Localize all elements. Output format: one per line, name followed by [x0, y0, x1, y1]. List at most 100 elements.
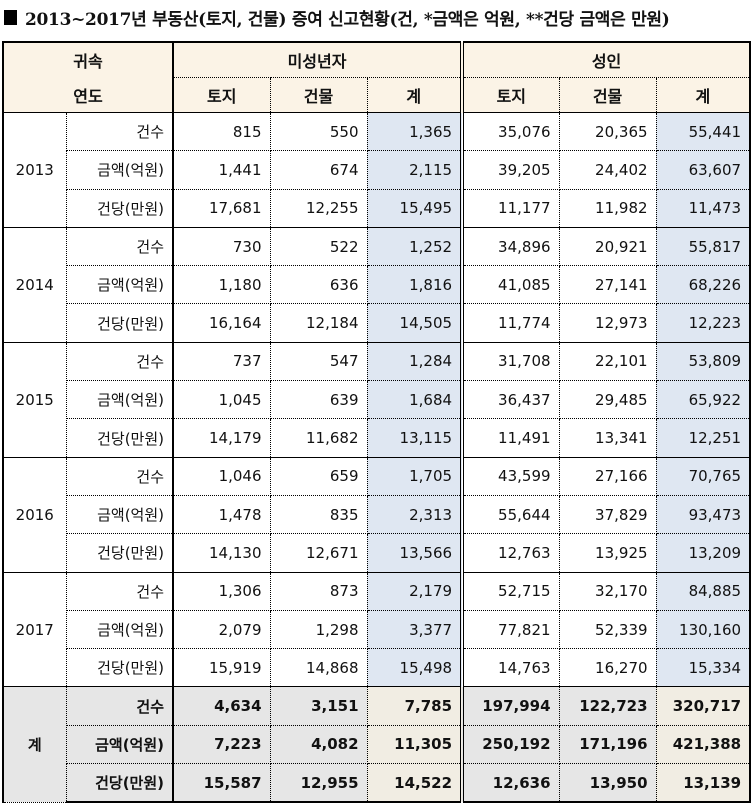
value-cell: 84,885 — [655, 571, 752, 611]
value-cell: 14,130 — [172, 533, 271, 573]
value-cell: 639 — [269, 380, 368, 420]
value-cell: 12,223 — [655, 303, 752, 343]
col-header-adult-sum: 계 — [655, 77, 752, 113]
value-cell: 15,919 — [172, 648, 271, 688]
value-cell: 13,115 — [366, 418, 463, 458]
value-cell: 171,196 — [558, 724, 657, 765]
value-cell: 15,495 — [366, 188, 463, 228]
header-row-1: 귀속 미성년자 성인 — [1, 41, 752, 78]
value-cell: 27,166 — [558, 456, 657, 496]
value-cell: 4,082 — [269, 724, 368, 765]
row-label: 건당(만원) — [65, 648, 174, 688]
row-label: 금액(억원) — [65, 724, 174, 765]
table-row: 금액(억원) 2,079 1,298 3,377 77,821 52,339 130,160 — [3, 609, 752, 650]
value-cell: 16,270 — [558, 648, 657, 688]
value-cell: 2,179 — [366, 571, 463, 611]
value-cell: 2,313 — [366, 494, 463, 535]
value-cell: 250,192 — [460, 724, 560, 765]
row-label: 건당(만원) — [65, 418, 174, 458]
value-cell: 3,377 — [366, 609, 463, 650]
square-bullet-icon — [4, 9, 17, 25]
value-cell: 12,955 — [269, 763, 368, 804]
value-cell: 68,226 — [655, 265, 752, 305]
total-label: 계 — [2, 686, 67, 803]
value-cell: 55,441 — [655, 111, 752, 152]
table-row: 건당(만원) 16,164 12,184 14,505 11,774 12,973 12,2… — [3, 303, 752, 343]
value-cell: 873 — [269, 571, 368, 611]
adult-group-header: 성인 — [460, 41, 752, 78]
value-cell: 12,636 — [460, 763, 560, 804]
value-cell: 22,101 — [558, 341, 657, 382]
row-label-part: 금액(억원) — [97, 391, 165, 410]
table-row: 건당(만원) 17,681 12,255 15,495 11,177 11,982 11,4… — [3, 188, 752, 228]
table-row: 2017 건수 1,306 873 2,179 52,715 32,170 84,885 — [2, 571, 752, 688]
value-cell: 14,179 — [172, 418, 271, 458]
minor-group-header: 미성년자 — [172, 41, 463, 78]
value-cell: 13,209 — [655, 533, 752, 573]
value-cell: 1,684 — [366, 380, 463, 420]
value-cell: 93,473 — [655, 494, 752, 535]
table-row: 건당(만원) 14,130 12,671 13,566 12,763 13,925 13,2… — [3, 533, 752, 573]
table-row: 2013 건수 815 550 1,365 35,076 20,365 55,441 — [2, 111, 752, 228]
value-cell: 13,139 — [655, 763, 752, 804]
row-label: 금액(억원) — [65, 609, 174, 650]
value-cell: 1,045 — [172, 380, 271, 420]
value-cell: 14,868 — [269, 648, 368, 688]
value-cell: 1,478 — [172, 494, 271, 535]
value-cell: 12,251 — [655, 418, 752, 458]
value-cell: 1,284 — [366, 341, 463, 382]
value-cell: 52,715 — [460, 571, 560, 611]
value-cell: 1,306 — [172, 571, 271, 611]
value-cell: 35,076 — [460, 111, 560, 152]
value-cell: 7,223 — [172, 724, 271, 765]
value-cell: 1,365 — [366, 111, 463, 152]
value-cell: 4,634 — [172, 686, 271, 726]
value-cell: 53,809 — [655, 341, 752, 382]
row-label: 건수 — [65, 111, 174, 152]
corner-header-top: 귀속 — [1, 41, 174, 78]
value-cell: 421,388 — [655, 724, 752, 765]
value-cell: 55,644 — [460, 494, 560, 535]
value-cell: 77,821 — [460, 609, 560, 650]
row-label-part: 금액(억원) — [97, 621, 165, 639]
value-cell: 12,763 — [460, 533, 560, 573]
value-cell: 16,164 — [172, 303, 271, 343]
col-header-adult-building: 건물 — [558, 77, 657, 113]
value-cell: 1,705 — [366, 456, 463, 496]
row-label: 건수 — [65, 341, 174, 382]
value-cell: 12,255 — [269, 188, 368, 228]
row-label-part: 금액(억원) — [97, 161, 165, 180]
gift-report-table: 귀속 미성년자 성인 연도 토지 건물 계 토지 건물 계 2013 건수 815 5… — [1, 41, 752, 804]
table-row: 금액(억원) 1,045 639 1,684 36,437 29,485 65,922 — [3, 380, 752, 420]
header-row-2: 연도 토지 건물 계 토지 건물 계 — [1, 77, 752, 113]
row-label: 건당(만원) — [65, 763, 174, 804]
corner-header-bottom: 연도 — [1, 77, 174, 113]
value-cell: 14,763 — [460, 648, 560, 688]
value-cell: 2,079 — [172, 609, 271, 650]
value-cell: 122,723 — [558, 686, 657, 726]
value-cell: 29,485 — [558, 380, 657, 420]
value-cell: 39,205 — [460, 150, 560, 190]
col-header-minor-building: 건물 — [269, 77, 368, 113]
value-cell: 70,765 — [655, 456, 752, 496]
value-cell: 522 — [269, 226, 368, 267]
row-label: 금액(억원) — [65, 380, 174, 420]
value-cell: 550 — [269, 111, 368, 152]
table-row: 2014 건수 730 522 1,252 34,896 20,921 55,817 — [2, 226, 752, 343]
col-header-minor-land: 토지 — [172, 77, 271, 113]
table-row: 금액(억원) 1,180 636 1,816 41,085 27,141 68,226 — [3, 265, 752, 305]
table-row: 2016 건수 1,046 659 1,705 43,599 27,166 70,765 — [2, 456, 752, 573]
value-cell: 11,177 — [460, 188, 560, 228]
value-cell: 7,785 — [366, 686, 463, 726]
value-cell: 815 — [172, 111, 271, 152]
value-cell: 52,339 — [558, 609, 657, 650]
row-label-part: 금액(억원) — [97, 276, 165, 295]
value-cell: 14,522 — [366, 763, 463, 804]
year-cell: 2013 — [2, 112, 67, 228]
row-label: 건당(만원) — [65, 533, 174, 573]
page-title: 2013~2017년 부동산(토지, 건물) 증여 신고현황(건, *금액은 억… — [4, 2, 670, 32]
col-header-minor-sum: 계 — [366, 77, 463, 113]
value-cell: 20,365 — [558, 111, 657, 152]
value-cell: 14,505 — [366, 303, 463, 343]
table-row: 금액(억원) 7,223 4,082 11,305 250,192 171,196 421,… — [3, 724, 752, 765]
